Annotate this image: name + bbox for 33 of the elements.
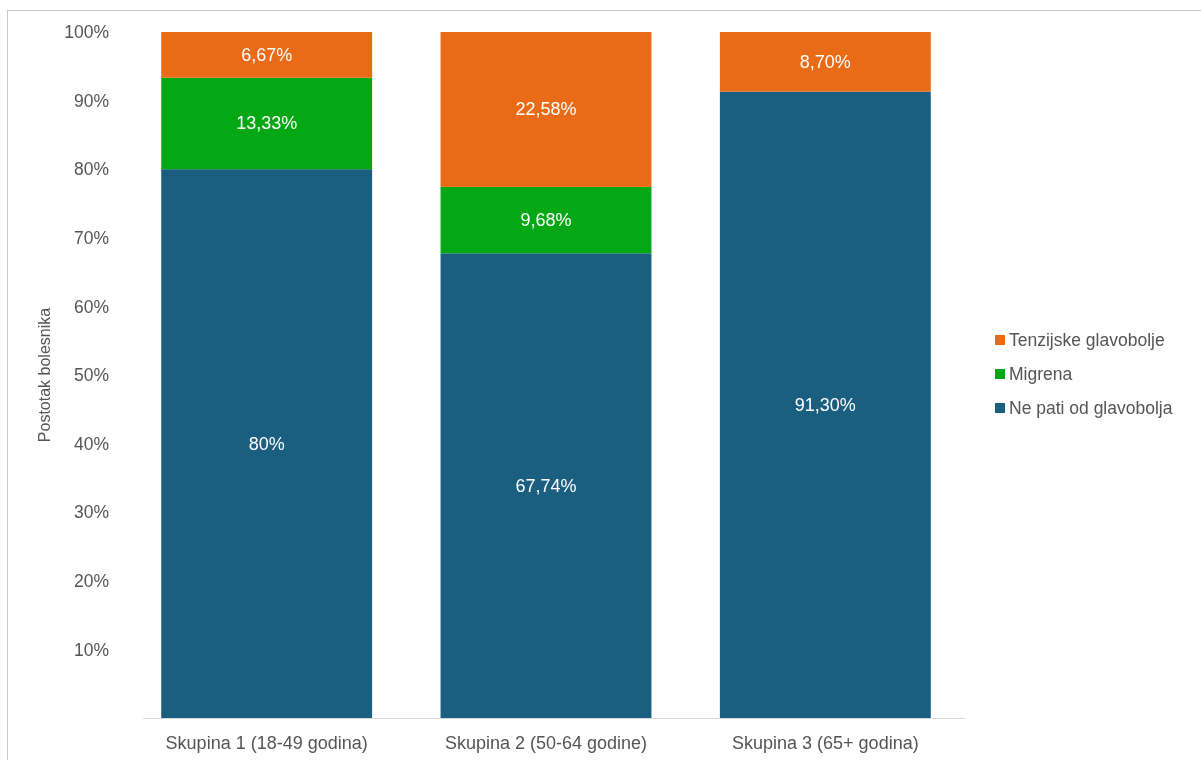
y-tick-label: 100%: [64, 22, 109, 43]
y-tick-label: 70%: [73, 227, 109, 248]
bar: [161, 32, 373, 78]
data-label: 67,74%: [515, 475, 577, 496]
legend-label: Migrena: [1009, 364, 1073, 384]
data-label: 80%: [248, 433, 285, 454]
data-label: 6,67%: [241, 44, 293, 65]
x-tick-label: Skupina 2 (50-64 godine): [444, 732, 648, 753]
data-label: 9,68%: [520, 210, 572, 231]
bar: [719, 32, 931, 92]
y-tick-label: 60%: [73, 296, 109, 317]
x-tick-label: Skupina 3 (65+ godina): [732, 732, 919, 753]
y-tick-label: 30%: [73, 502, 109, 523]
y-tick-label: 90%: [73, 90, 109, 111]
bar: [440, 186, 652, 254]
bar: [161, 77, 373, 170]
data-label: 91,30%: [794, 394, 856, 415]
y-tick-label: 50%: [73, 365, 109, 386]
y-tick-label: 40%: [73, 433, 109, 454]
bar: [440, 253, 652, 718]
legend-label: Tenzijske glavobolje: [1009, 330, 1165, 350]
bar: [440, 32, 652, 187]
bar: [719, 91, 931, 718]
y-tick-label: 10%: [73, 639, 109, 660]
y-axis-title: Postotak bolesnika: [36, 307, 53, 443]
x-tick-label: Skupina 1 (18-49 godina): [165, 732, 368, 753]
data-label: 8,70%: [799, 51, 851, 72]
bar: [161, 169, 373, 718]
legend-label: Ne pati od glavobolja: [1009, 398, 1173, 418]
data-label: 22,58%: [515, 99, 577, 120]
y-tick-label: 80%: [73, 159, 109, 180]
data-label: 13,33%: [236, 113, 298, 134]
y-tick-label: 20%: [73, 570, 109, 591]
